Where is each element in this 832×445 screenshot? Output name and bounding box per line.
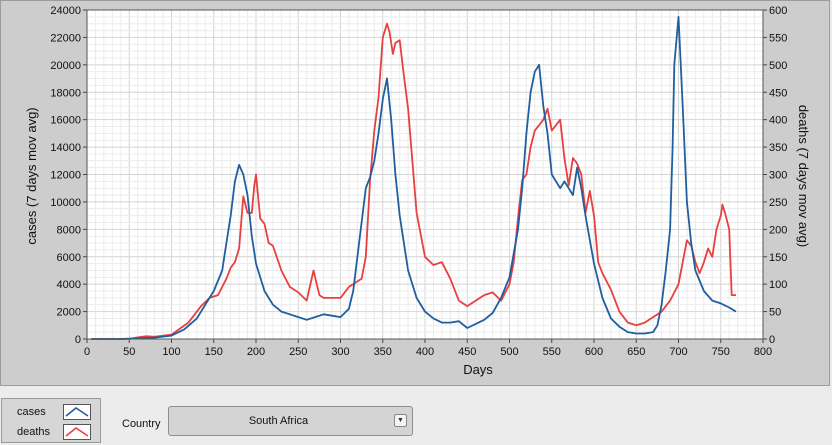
- y-tick-label: 4000: [57, 279, 81, 291]
- y2-tick-label: 300: [769, 170, 787, 182]
- legend-item-deaths[interactable]: deaths: [2, 423, 102, 443]
- y-tick-label: 22000: [50, 32, 81, 44]
- deaths-line-icon: [65, 427, 89, 437]
- y-tick-label: 14000: [50, 142, 81, 154]
- y-tick-label: 0: [75, 334, 81, 346]
- x-tick-label: 450: [458, 346, 476, 358]
- y-tick-label: 2000: [57, 307, 81, 319]
- cases-line-icon: [65, 407, 89, 417]
- y2-axis-label: deaths (7 days mov avg): [796, 105, 811, 247]
- country-select-value: South Africa: [248, 415, 309, 427]
- x-tick-label: 150: [205, 346, 223, 358]
- country-select[interactable]: South Africa ▼: [168, 406, 413, 436]
- series-line-deaths: [91, 22, 736, 340]
- y2-tick-label: 0: [769, 334, 775, 346]
- y-tick-label: 24000: [50, 5, 81, 17]
- x-tick-label: 600: [585, 346, 603, 358]
- x-tick-label: 350: [374, 346, 392, 358]
- y-tick-label: 18000: [50, 87, 81, 99]
- x-tick-label: 650: [627, 346, 645, 358]
- x-tick-label: 100: [162, 346, 180, 358]
- chevron-down-icon[interactable]: ▼: [394, 414, 407, 427]
- legend: cases deaths: [1, 398, 101, 443]
- y2-tick-label: 400: [769, 115, 787, 127]
- y2-tick-label: 600: [769, 5, 787, 17]
- x-tick-label: 550: [543, 346, 561, 358]
- y-tick-label: 12000: [50, 170, 81, 182]
- legend-item-cases[interactable]: cases: [2, 403, 102, 423]
- chart-panel: 0 50 100 150 200 250 300 350 400 450 500 550 600 650 7…: [0, 0, 830, 386]
- x-tick-label: 800: [754, 346, 772, 358]
- line-chart: 0 50 100 150 200 250 300 350 400 450 500 550 600 650 7…: [24, 5, 811, 377]
- y-tick-label: 20000: [50, 60, 81, 72]
- plot-frame: [86, 9, 764, 340]
- x-tick-label: 400: [416, 346, 434, 358]
- y-tick-label: 10000: [50, 197, 81, 209]
- country-label: Country: [122, 418, 161, 430]
- legend-swatch-deaths: [63, 424, 91, 440]
- y2-tick-label: 200: [769, 224, 787, 236]
- y2-tick-label: 250: [769, 197, 787, 209]
- x-tick-label: 700: [669, 346, 687, 358]
- y-axis-label: cases (7 days mov avg): [24, 107, 39, 244]
- x-tick-label: 0: [84, 346, 90, 358]
- y2-tick-label: 50: [769, 307, 781, 319]
- y-tick-label: 16000: [50, 115, 81, 127]
- y2-tick-label: 500: [769, 60, 787, 72]
- legend-label-cases: cases: [17, 406, 46, 418]
- x-tick-label: 750: [712, 346, 730, 358]
- x-tick-label: 250: [289, 346, 307, 358]
- y2-tick-label: 150: [769, 252, 787, 264]
- y2-tick-label: 550: [769, 32, 787, 44]
- y2-tick-label: 100: [769, 279, 787, 291]
- x-axis-label: Days: [463, 362, 493, 377]
- y-tick-label: 8000: [57, 224, 81, 236]
- x-tick-label: 500: [500, 346, 518, 358]
- x-tick-label: 300: [331, 346, 349, 358]
- y2-tick-label: 450: [769, 87, 787, 99]
- y-tick-label: 6000: [57, 252, 81, 264]
- x-tick-label: 50: [123, 346, 135, 358]
- legend-swatch-cases: [63, 404, 91, 420]
- x-tick-label: 200: [247, 346, 265, 358]
- series-line-cases: [91, 15, 737, 340]
- y2-tick-label: 350: [769, 142, 787, 154]
- legend-label-deaths: deaths: [17, 426, 51, 438]
